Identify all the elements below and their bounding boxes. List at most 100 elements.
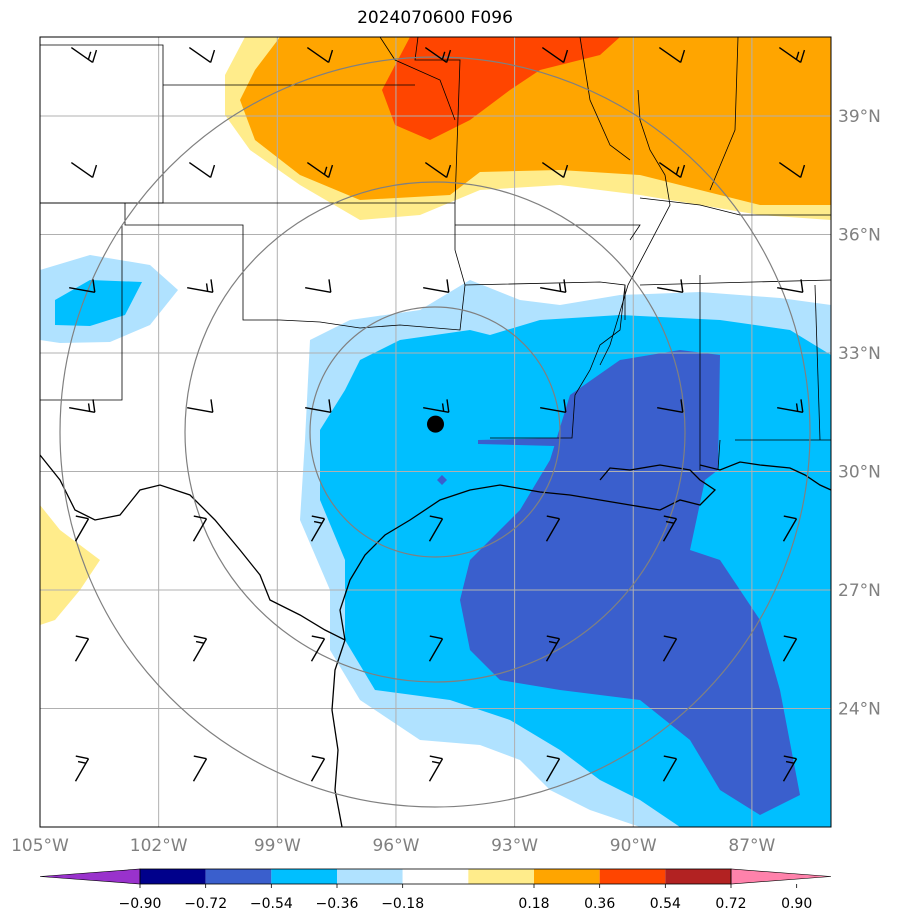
state-borders xyxy=(40,37,831,471)
wind-barb xyxy=(306,161,334,179)
wind-barb xyxy=(540,399,567,413)
longitude-tick-label: 99°W xyxy=(254,836,301,856)
colorbar-tick-label: 0.72 xyxy=(715,896,746,912)
wind-barb xyxy=(310,635,326,662)
wind-barb xyxy=(188,46,216,64)
wind-barb xyxy=(69,399,96,413)
map-title: 2024070600 F096 xyxy=(357,8,513,28)
colorbar-tick-label: 0.54 xyxy=(650,896,681,912)
wind-barb xyxy=(310,515,326,542)
coastline xyxy=(40,454,831,827)
wind-barb xyxy=(545,755,561,782)
wind-barb xyxy=(192,635,208,662)
wind-barb xyxy=(305,399,332,413)
wind-barb xyxy=(74,755,90,782)
colorbar-segment xyxy=(468,869,534,884)
wind-barb xyxy=(545,515,561,542)
wind-barb xyxy=(545,635,561,662)
wind-barb xyxy=(778,161,806,179)
wind-barb xyxy=(305,279,332,293)
colorbar: −0.90 −0.72 −0.54 −0.36 −0.18 0.18 0.36 0.54 0.7… xyxy=(39,868,832,912)
colorbar-segment xyxy=(665,869,731,884)
wind-barb xyxy=(188,161,216,179)
wind-barb xyxy=(424,161,452,179)
colorbar-segment xyxy=(271,869,337,884)
colorbar-tick-label: 0.36 xyxy=(584,896,615,912)
colorbar-tick-label: 0.18 xyxy=(518,896,549,912)
wind-barb xyxy=(187,279,214,293)
colorbar-segment xyxy=(402,869,469,884)
wind-barb xyxy=(428,515,444,542)
latitude-tick-label: 27°N xyxy=(838,581,881,601)
colorbar-segment xyxy=(337,869,403,884)
wind-barb xyxy=(782,635,798,662)
wind-barb xyxy=(782,515,798,542)
contour-fill-royal-blue-main xyxy=(460,350,800,815)
colorbar-tick-label: 0.90 xyxy=(781,896,812,912)
longitude-tick-label: 105°W xyxy=(11,836,69,856)
colorbar-segment xyxy=(140,869,206,884)
wind-barb xyxy=(70,161,98,179)
wind-barbs xyxy=(69,46,806,782)
wind-barb xyxy=(662,635,678,662)
longitude-labels: 105°W 102°W 99°W 96°W 93°W 90°W 87°W xyxy=(11,836,775,856)
colorbar-extend-low xyxy=(39,868,141,885)
contour-fill-orange-north xyxy=(240,37,831,205)
graticule xyxy=(40,37,831,827)
colorbar-segment xyxy=(534,869,600,884)
latitude-tick-label: 33°N xyxy=(838,344,881,364)
range-rings xyxy=(59,56,811,808)
latitude-labels: 24°N 27°N 30°N 33°N 36°N 39°N xyxy=(838,107,881,720)
contour-fill-light-yellow-west xyxy=(40,505,100,625)
contour-fill-red-north xyxy=(382,37,620,140)
wind-barb xyxy=(777,279,804,293)
wind-barb xyxy=(657,279,684,293)
wind-barb xyxy=(778,46,806,64)
wind-barb xyxy=(70,46,98,64)
colorbar-segment xyxy=(599,869,666,884)
colorbar-segment xyxy=(205,869,272,884)
latitude-tick-label: 36°N xyxy=(838,226,881,246)
wind-barb xyxy=(658,161,686,179)
colorbar-frame xyxy=(139,868,732,885)
wind-barb xyxy=(187,399,214,413)
wind-barb xyxy=(541,161,569,179)
wind-barb xyxy=(423,279,450,293)
wind-barb xyxy=(662,515,678,542)
colorbar-tick-label: −0.36 xyxy=(316,896,359,912)
latitude-tick-label: 30°N xyxy=(838,463,881,483)
wind-barb xyxy=(306,46,334,64)
wind-barb xyxy=(424,46,452,64)
colorbar-tick-label: −0.54 xyxy=(250,896,293,912)
wind-barb xyxy=(69,279,96,293)
latitude-tick-label: 24°N xyxy=(838,700,881,720)
wind-barb xyxy=(658,46,686,64)
wind-barb xyxy=(74,515,90,542)
latitude-tick-label: 39°N xyxy=(838,107,881,127)
contour-fill-dot xyxy=(437,475,447,485)
wind-barb xyxy=(310,755,326,782)
colorbar-tick-label: −0.72 xyxy=(184,896,227,912)
wind-barb xyxy=(423,399,450,413)
wind-barb xyxy=(777,399,804,413)
map-frame xyxy=(39,36,832,828)
colorbar-tick-label: −0.18 xyxy=(381,896,424,912)
wind-barb xyxy=(657,399,684,413)
wind-barb xyxy=(192,515,208,542)
longitude-tick-label: 96°W xyxy=(372,836,419,856)
colorbar-extend-high xyxy=(730,868,832,885)
wind-barb xyxy=(192,755,208,782)
wind-barb xyxy=(782,755,798,782)
wind-barb xyxy=(541,46,569,64)
contour-fill-blue-west xyxy=(55,280,142,326)
station-marker xyxy=(427,415,444,433)
wind-barb xyxy=(540,279,567,293)
longitude-tick-label: 90°W xyxy=(610,836,657,856)
longitude-tick-label: 102°W xyxy=(130,836,188,856)
wind-barb xyxy=(74,635,90,662)
contour-fill-tongue xyxy=(478,438,560,446)
wind-barb xyxy=(662,755,678,782)
wind-barb xyxy=(428,755,444,782)
longitude-tick-label: 87°W xyxy=(728,836,775,856)
